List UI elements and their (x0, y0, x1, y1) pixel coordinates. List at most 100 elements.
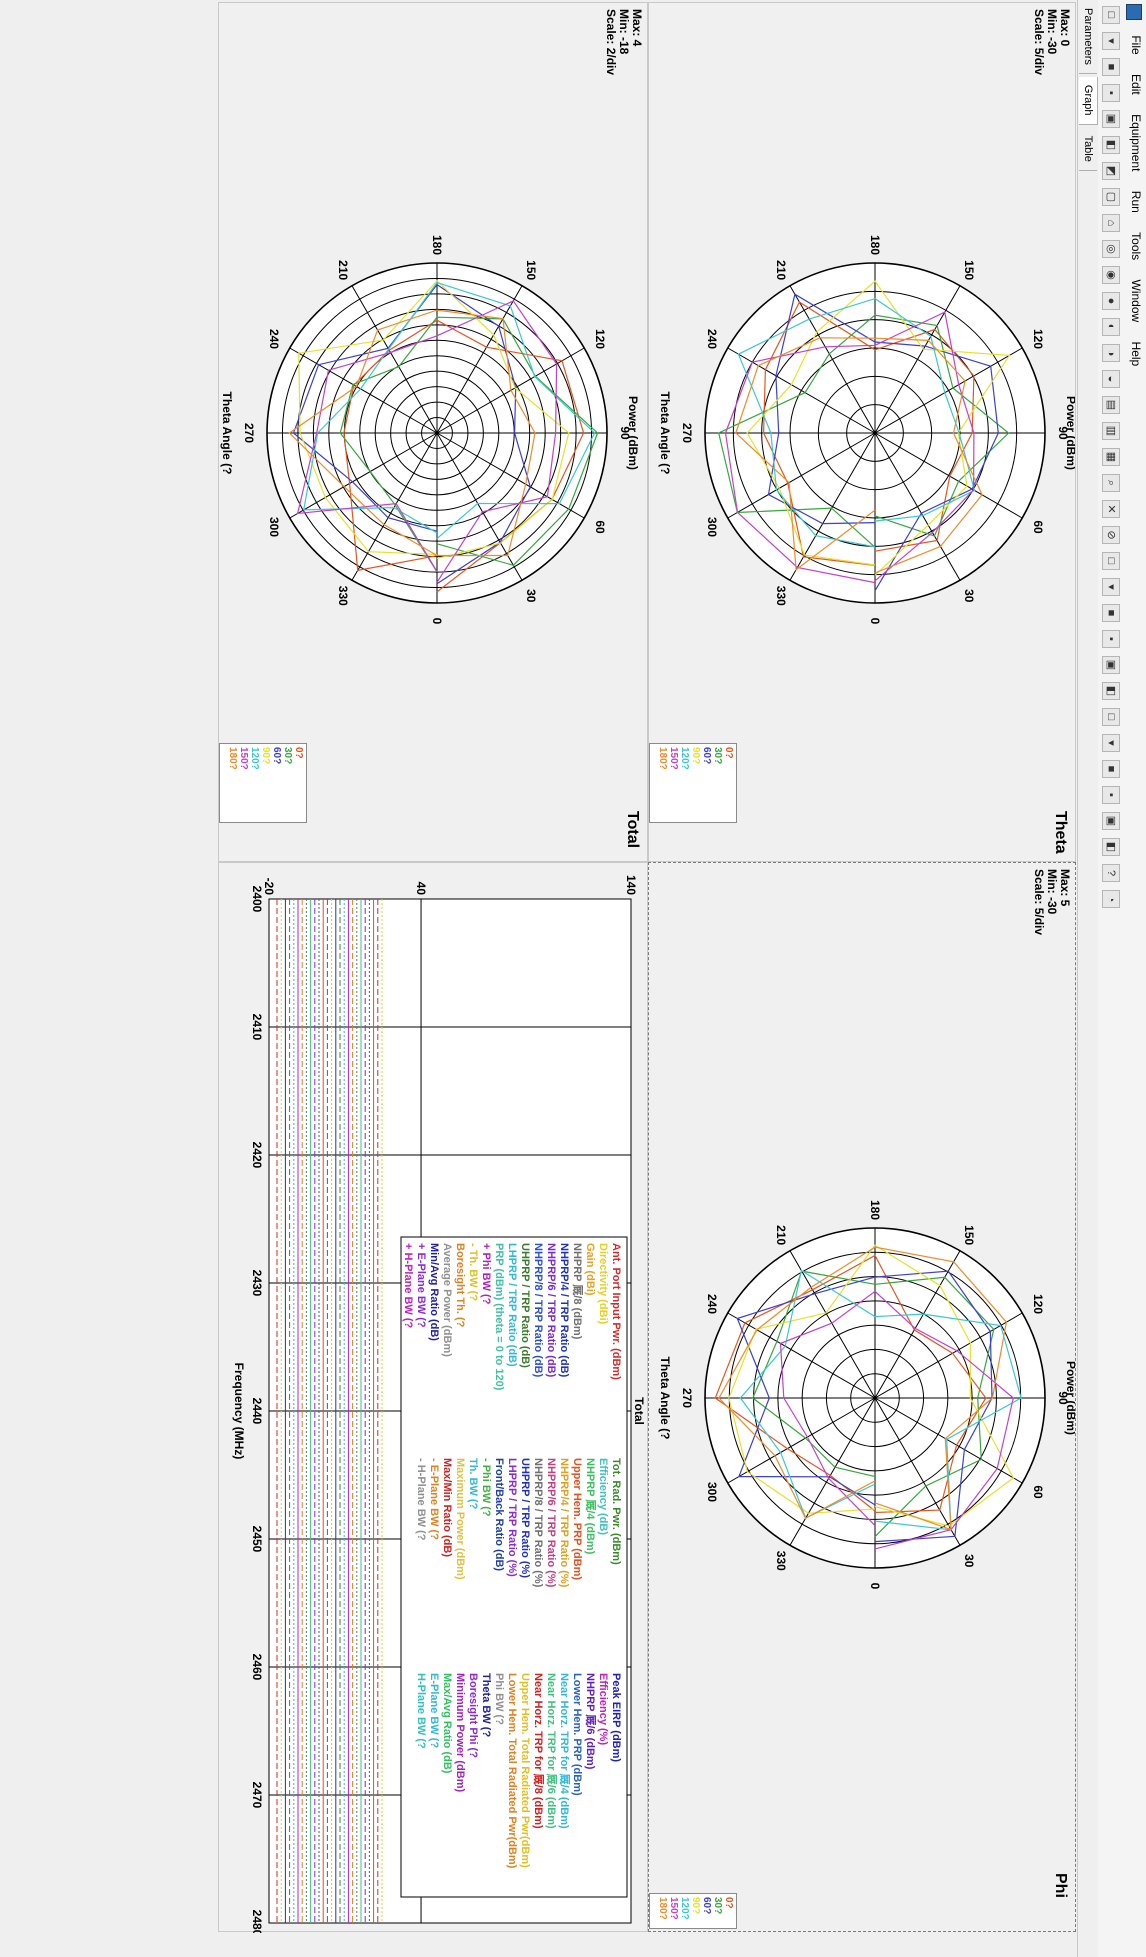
graph-legend-entry: NHPRP/8 / TRP Ratio (%) (532, 1458, 544, 1588)
legend-entry: 0? (723, 1897, 734, 1909)
angle-tick-label: 30 (524, 589, 538, 603)
toolbar-button[interactable]: ▾ (1102, 734, 1120, 752)
angle-tick-label: 210 (774, 1225, 788, 1245)
y-tick-label: -20 (262, 878, 276, 896)
toolbar-button[interactable]: ▤ (1102, 396, 1120, 414)
toolbar-button[interactable]: ◎ (1102, 240, 1120, 258)
polar-series-line (737, 297, 976, 548)
legend-entry: 90? (260, 747, 271, 765)
polar-spoke (874, 1397, 961, 1546)
toolbar-button[interactable]: ◔ (1102, 890, 1120, 908)
toolbar-button[interactable]: ▾ (1102, 578, 1120, 596)
toolbar-button[interactable]: ▦ (1102, 448, 1120, 466)
toolbar-button[interactable]: ◐ (1102, 318, 1120, 336)
toolbar-button[interactable]: ▢ (1102, 188, 1120, 206)
graph-legend-entry: Th. BW (? (467, 1458, 479, 1510)
graph-legend-entry: Peak EIRP (dBm) (610, 1673, 622, 1762)
polar-series-line (714, 1254, 987, 1514)
menu-window[interactable]: Window (1129, 279, 1143, 323)
polar-series-line (339, 316, 599, 573)
graph-legend-entry: - Th. BW (? (467, 1243, 479, 1301)
power-title: Power (dBm) (1064, 1361, 1075, 1435)
graph-legend-entry: LHPRP / TRP Ratio (dB) (506, 1243, 518, 1367)
toolbar-button[interactable]: ⊘ (1102, 526, 1120, 544)
toolbar-button[interactable]: ▾ (1102, 32, 1120, 50)
polar-series-line (296, 300, 558, 583)
toolbar-button[interactable]: ◧ (1102, 838, 1120, 856)
legend-entry: 150? (668, 1897, 679, 1920)
polar-spoke (789, 432, 876, 581)
angle-tick-label: 90 (1056, 1391, 1070, 1405)
graph-legend-entry: NHPRP/6 / TRP Ratio (%) (545, 1458, 557, 1588)
toolbar-button[interactable]: ■ (1102, 58, 1120, 76)
legend-entry: 150? (668, 747, 679, 770)
toolbar-button[interactable]: ✕ (1102, 500, 1120, 518)
toolbar-button[interactable]: ⌕ (1102, 474, 1120, 492)
toolbar-button[interactable]: □ (1102, 708, 1120, 726)
graph-legend-entry: Upper Hem. Total Radiated Pwr(dBm) (519, 1673, 531, 1868)
toolbar-button[interactable]: ■ (1102, 760, 1120, 778)
angle-tick-label: 120 (1031, 1294, 1045, 1314)
polar-spoke (351, 432, 438, 581)
menu-equipment[interactable]: Equipment (1129, 114, 1143, 172)
toolbar-button[interactable]: ⌂ (1102, 214, 1120, 232)
toolbar-button[interactable]: ▪ (1102, 84, 1120, 102)
legend-entry: 30? (282, 747, 293, 765)
toolbar-button[interactable]: ▥ (1102, 422, 1120, 440)
graph-legend-entry: Maximum Power (dBm) (454, 1458, 466, 1580)
angle-tick-label: 90 (1056, 426, 1070, 440)
angle-tick-label: 30 (962, 1554, 976, 1568)
x-tick-label: 2450 (250, 1526, 264, 1553)
x-tick-label: 2470 (250, 1782, 264, 1809)
toolbar-button[interactable]: ◩ (1102, 162, 1120, 180)
tab-table[interactable]: Table (1079, 127, 1097, 171)
legend-entry: 0? (723, 747, 734, 759)
toolbar-button[interactable]: ■ (1102, 604, 1120, 622)
polar-spoke (789, 285, 876, 434)
toolbar-button[interactable]: ◉ (1102, 266, 1120, 284)
toolbar-button[interactable]: ▣ (1102, 110, 1120, 128)
graph-legend-entry: + Phi BW (? (480, 1243, 492, 1305)
toolbar-button[interactable]: ▪ (1102, 630, 1120, 648)
polar-series-line (735, 337, 983, 574)
menu-edit[interactable]: Edit (1129, 74, 1143, 95)
phi-polar-pane: Max: 5 Min: -30 Scale: 5/div Phi Power (… (648, 862, 1076, 1932)
graph-legend-entry: Average Power (dBm) (441, 1243, 453, 1357)
toolbar-button[interactable]: ◒ (1102, 370, 1120, 388)
toolbar-button[interactable]: ▣ (1102, 656, 1120, 674)
graph-legend-entry: Gain (dBi) (584, 1243, 596, 1296)
toolbar-button[interactable]: ◑ (1102, 344, 1120, 362)
graph-legend-box (400, 1236, 628, 1898)
tab-graph[interactable]: Graph (1079, 76, 1098, 125)
graph-legend-entry: Minimum Power (dBm) (454, 1673, 466, 1793)
x-tick-label: 2400 (250, 886, 264, 913)
legend-entry: 60? (271, 747, 282, 765)
menu-run[interactable]: Run (1129, 190, 1143, 213)
angle-tick-label: 60 (1031, 520, 1045, 534)
legend-entry: 60? (701, 1897, 712, 1915)
menu-help[interactable]: Help (1129, 341, 1143, 367)
tab-parameters[interactable]: Parameters (1079, 0, 1097, 74)
theta-angle-label: Theta Angle (? (220, 392, 234, 475)
menu-file[interactable]: File (1129, 35, 1143, 55)
polar-spoke (874, 285, 961, 434)
angle-tick-label: 0 (430, 618, 444, 625)
theta-angle-label: Theta Angle (? (658, 1357, 672, 1440)
toolbar-button[interactable]: □ (1102, 552, 1120, 570)
menu-tools[interactable]: Tools (1129, 232, 1143, 261)
x-tick-label: 2410 (250, 1014, 264, 1041)
graph-legend-entry: NHPRP/4 / TRP Ratio (dB) (558, 1243, 570, 1378)
menu-bar: File Edit Equipment Run Tools Window Hel… (1123, 0, 1146, 1957)
toolbar-button[interactable]: ◧ (1102, 682, 1120, 700)
graph-legend-entry: Efficiency (dB) (597, 1458, 609, 1535)
toolbar-button[interactable]: ● (1102, 292, 1120, 310)
toolbar-button[interactable]: ▪ (1102, 786, 1120, 804)
angle-tick-label: 120 (593, 329, 607, 349)
toolbar-button[interactable]: □ (1102, 6, 1120, 24)
polar-series-line (767, 293, 999, 592)
toolbar-button[interactable]: ▣ (1102, 812, 1120, 830)
toolbar-button[interactable]: ? (1102, 864, 1120, 882)
x-tick-label: 2440 (250, 1398, 264, 1425)
toolbar-button[interactable]: ◧ (1102, 136, 1120, 154)
